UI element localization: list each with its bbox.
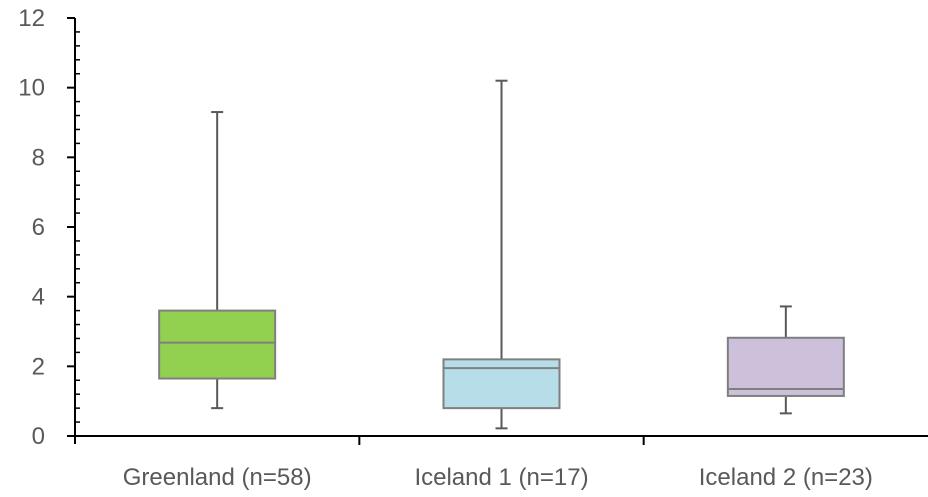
box-3 bbox=[726, 305, 845, 415]
boxes-layer bbox=[158, 79, 845, 430]
iqr-box bbox=[726, 336, 845, 397]
y-tick-label: 10 bbox=[18, 75, 45, 102]
box-2 bbox=[442, 79, 561, 430]
y-tick-label: 8 bbox=[32, 144, 45, 171]
y-tick-label: 4 bbox=[32, 284, 45, 311]
iqr-box bbox=[158, 309, 277, 380]
y-tick-label: 12 bbox=[18, 5, 45, 32]
iqr-box bbox=[442, 358, 561, 410]
x-category-label: Greenland (n=58) bbox=[123, 464, 312, 491]
x-category-label: Iceland 1 (n=17) bbox=[414, 464, 588, 491]
x-category-label: Iceland 2 (n=23) bbox=[699, 464, 873, 491]
axes-layer bbox=[67, 17, 928, 445]
box-1 bbox=[158, 111, 277, 410]
y-tick-label: 0 bbox=[32, 423, 45, 450]
labels-layer: 0 2 4 6 8 10 12 Greenland (n=58) Iceland 1 (n=17… bbox=[18, 5, 873, 491]
y-tick-label: 6 bbox=[32, 214, 45, 241]
y-tick-label: 2 bbox=[32, 353, 45, 380]
